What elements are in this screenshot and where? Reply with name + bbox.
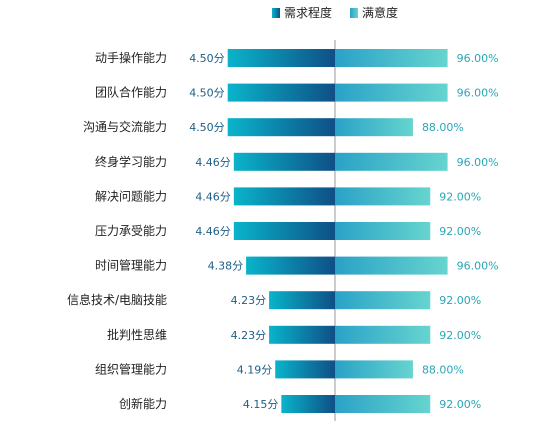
category-label: 组织管理能力	[95, 361, 167, 376]
demand-value-label: 4.50分	[189, 121, 225, 134]
category-label: 解决问题能力	[95, 189, 167, 203]
category-label: 信息技术/电脑技能	[67, 292, 167, 307]
satisfaction-value-label: 92.00%	[439, 190, 481, 203]
category-label: 团队合作能力	[95, 85, 167, 100]
category-label: 创新能力	[119, 396, 167, 411]
demand-value-label: 4.46分	[195, 156, 231, 169]
satisfaction-value-label: 92.00%	[439, 225, 481, 238]
category-label: 沟通与交流能力	[83, 119, 167, 134]
satisfaction-bar	[335, 83, 448, 102]
legend-label-satisfaction: 满意度	[362, 5, 398, 20]
demand-bar	[269, 325, 335, 344]
category-label: 压力承受能力	[95, 224, 167, 238]
demand-value-label: 4.50分	[189, 87, 225, 100]
demand-bar	[275, 360, 335, 379]
demand-bar	[227, 118, 335, 137]
satisfaction-bar	[335, 360, 413, 379]
category-label: 批判性思维	[107, 327, 167, 342]
satisfaction-bar	[335, 395, 431, 413]
satisfaction-bars	[335, 49, 448, 413]
demand-value-label: 4.46分	[195, 225, 231, 238]
demand-bar	[233, 187, 335, 206]
satisfaction-value-label: 96.00%	[457, 87, 499, 100]
satisfaction-value-label: 88.00%	[422, 121, 464, 134]
satisfaction-bar	[335, 152, 448, 171]
satisfaction-bar	[335, 49, 448, 67]
legend-label-demand: 需求程度	[284, 5, 332, 20]
satisfaction-bar	[335, 325, 431, 344]
category-label: 终身学习能力	[95, 154, 167, 169]
satisfaction-bar	[335, 256, 448, 275]
demand-bar	[233, 152, 335, 171]
demand-value-label: 4.19分	[237, 363, 273, 376]
satisfaction-value-label: 88.00%	[422, 363, 464, 376]
legend: 需求程度 满意度	[272, 5, 398, 20]
satisfaction-value-labels: 96.00% 96.00% 88.00% 96.00% 92.00% 92.00% 96.0…	[422, 52, 499, 411]
satisfaction-value-label: 96.00%	[457, 52, 499, 65]
category-label: 动手操作能力	[95, 50, 167, 65]
satisfaction-value-label: 92.00%	[439, 294, 481, 307]
satisfaction-bar	[335, 187, 431, 206]
satisfaction-value-label: 96.00%	[457, 156, 499, 169]
demand-bar	[233, 222, 335, 240]
demand-value-label: 4.38分	[208, 260, 244, 273]
satisfaction-bar	[335, 222, 431, 240]
category-label: 时间管理能力	[95, 258, 167, 273]
demand-bar	[227, 83, 335, 102]
demand-value-label: 4.15分	[243, 398, 279, 411]
legend-swatch-demand	[272, 8, 280, 18]
demand-value-label: 4.23分	[231, 329, 267, 342]
demand-value-label: 4.46分	[195, 190, 231, 203]
satisfaction-bar	[335, 291, 431, 310]
category-labels: 动手操作能力团队合作能力沟通与交流能力终身学习能力解决问题能力压力承受能力时间管…	[67, 50, 167, 411]
satisfaction-value-label: 96.00%	[457, 260, 499, 273]
demand-bar	[269, 291, 335, 310]
demand-bars	[227, 49, 335, 413]
legend-swatch-satisfaction	[350, 8, 358, 18]
demand-bar	[281, 395, 335, 413]
demand-bar	[246, 256, 335, 275]
satisfaction-value-label: 92.00%	[439, 398, 481, 411]
demand-value-label: 4.50分	[189, 52, 225, 65]
demand-value-label: 4.23分	[231, 294, 267, 307]
demand-bar	[227, 49, 335, 67]
demand-value-labels: 4.50分 4.50分 4.50分 4.46分 4.46分 4.46分 4.38分 4.23分…	[189, 52, 278, 411]
satisfaction-value-label: 92.00%	[439, 329, 481, 342]
satisfaction-bar	[335, 118, 413, 137]
